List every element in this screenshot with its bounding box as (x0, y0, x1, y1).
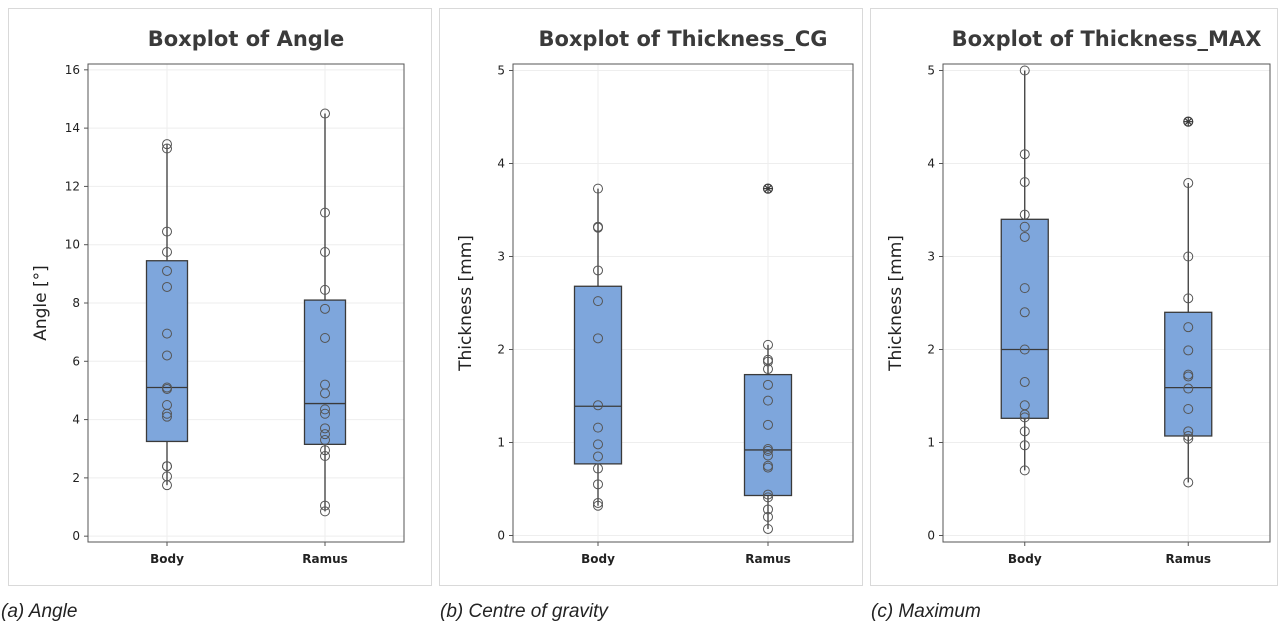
box-group-body (1001, 66, 1048, 475)
boxplot-thickness-cg-svg: 0 1 2 3 4 5 Body Ramus Boxplot of Thickness_CG Th… (440, 9, 864, 587)
y-tick-label: 3 (497, 250, 505, 264)
y-tick-label: 0 (497, 528, 505, 542)
x-tick-label-ramus: Ramus (1165, 552, 1211, 566)
y-tick-label: 4 (72, 413, 80, 427)
y-tick-label: 5 (497, 64, 505, 78)
boxplot-angle-svg: 0 2 4 6 8 10 12 14 16 Body Ramus Boxplot of Angle An… (9, 9, 433, 587)
chart-title: Boxplot of Angle (148, 27, 345, 51)
iqr-box (1001, 219, 1048, 418)
plot-frame (513, 64, 853, 542)
y-tick-label: 0 (927, 528, 935, 542)
chart-title: Boxplot of Thickness_MAX (952, 27, 1262, 51)
iqr-box (1165, 312, 1212, 436)
box-group-body (147, 140, 188, 490)
y-tick-label: 1 (927, 435, 935, 449)
y-tick-label: 6 (72, 354, 80, 368)
x-tick-label-ramus: Ramus (745, 552, 791, 566)
y-tick-label: 2 (72, 471, 80, 485)
boxplot-thickness-max-svg: 0 1 2 3 4 5 Body Ramus Boxplot of Thickness_MAX T… (871, 9, 1279, 587)
y-axis-label: Thickness [mm] (886, 235, 906, 372)
chart-panel-thickness-cg: 0 1 2 3 4 5 Body Ramus Boxplot of Thickness_CG Th… (439, 8, 863, 586)
y-tick-label: 16 (65, 63, 80, 77)
outlier-marker (1184, 117, 1193, 126)
y-tick-label: 8 (72, 296, 80, 310)
caption-centre-of-gravity: (b) Centre of gravity (440, 601, 608, 623)
chart-panel-angle: 0 2 4 6 8 10 12 14 16 Body Ramus Boxplot of Angle An… (8, 8, 432, 586)
iqr-box (305, 300, 346, 444)
y-axis-label: Thickness [mm] (456, 235, 476, 372)
y-tick-label: 14 (65, 121, 80, 135)
plot-frame (943, 64, 1270, 542)
iqr-box (745, 375, 792, 496)
x-tick-label-body: Body (150, 552, 184, 566)
outlier-marker (764, 184, 773, 193)
y-tick-label: 1 (497, 435, 505, 449)
y-tick-label: 3 (927, 250, 935, 264)
caption-angle: (a) Angle (1, 601, 77, 623)
y-tick-label: 5 (927, 64, 935, 78)
caption-maximum: (c) Maximum (871, 601, 981, 623)
y-tick-label: 2 (927, 342, 935, 356)
box-group-body (575, 184, 622, 510)
y-axis-label: Angle [°] (31, 265, 51, 341)
x-tick-label-body: Body (581, 552, 615, 566)
y-tick-label: 10 (65, 238, 80, 252)
chart-panel-thickness-max: 0 1 2 3 4 5 Body Ramus Boxplot of Thickness_MAX T… (870, 8, 1278, 586)
y-tick-label: 4 (497, 157, 505, 171)
y-tick-label: 0 (72, 529, 80, 543)
y-tick-label: 2 (497, 342, 505, 356)
y-tick-label: 4 (927, 157, 935, 171)
iqr-box (575, 286, 622, 464)
x-tick-label-body: Body (1008, 552, 1042, 566)
y-tick-label: 12 (65, 179, 80, 193)
box-group-ramus (305, 109, 346, 516)
chart-title: Boxplot of Thickness_CG (538, 27, 827, 51)
x-tick-label-ramus: Ramus (302, 552, 348, 566)
